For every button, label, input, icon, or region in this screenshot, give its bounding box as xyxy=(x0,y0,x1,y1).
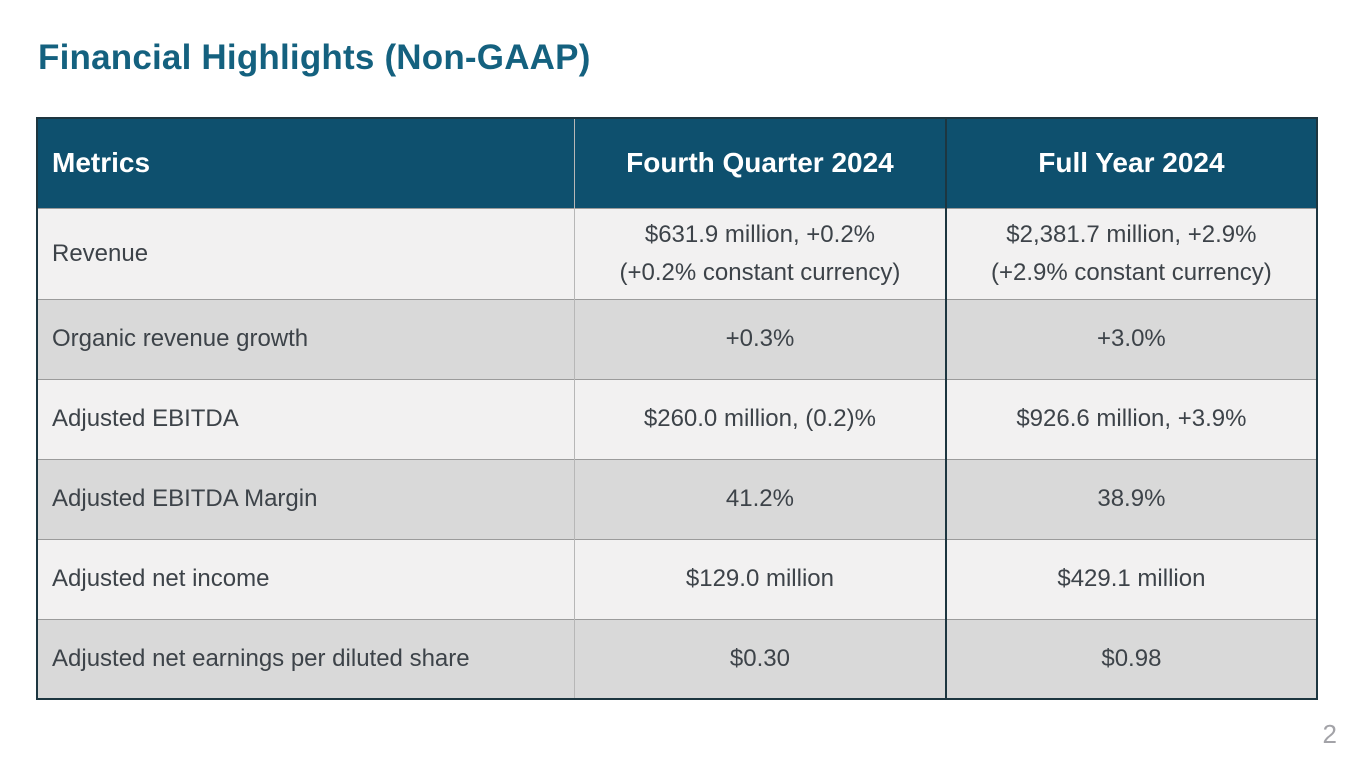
metric-label: Adjusted net earnings per diluted share xyxy=(37,618,575,699)
fy-value: $429.1 million xyxy=(944,538,1317,619)
fy-value-line2: (+2.9% constant currency) xyxy=(990,258,1272,286)
fy-value: 38.9% xyxy=(944,458,1317,539)
metric-label: Adjusted net income xyxy=(37,538,575,619)
table-row-adjusted-net-eps: Adjusted net earnings per diluted share … xyxy=(37,618,1317,699)
fy-value: $926.6 million, +3.9% xyxy=(944,378,1317,459)
metric-label: Adjusted EBITDA Margin xyxy=(37,458,575,539)
q4-value: $260.0 million, (0.2)% xyxy=(574,378,946,459)
financial-highlights-table: Metrics Fourth Quarter 2024 Full Year 20… xyxy=(36,117,1318,700)
fy-value: $2,381.7 million, +2.9% (+2.9% constant … xyxy=(944,207,1317,299)
q4-value: $129.0 million xyxy=(574,538,946,619)
q4-value-line1: $631.9 million, +0.2% xyxy=(644,220,876,248)
column-header-q4-2024: Fourth Quarter 2024 xyxy=(574,118,946,208)
q4-value: +0.3% xyxy=(574,298,946,379)
metric-label: Organic revenue growth xyxy=(37,298,575,379)
table-row-adjusted-net-income: Adjusted net income $129.0 million $429.… xyxy=(37,538,1317,619)
q4-value-line2: (+0.2% constant currency) xyxy=(619,258,901,286)
q4-value: 41.2% xyxy=(574,458,946,539)
table-row-adjusted-ebitda-margin: Adjusted EBITDA Margin 41.2% 38.9% xyxy=(37,458,1317,539)
table-row-adjusted-ebitda: Adjusted EBITDA $260.0 million, (0.2)% $… xyxy=(37,378,1317,459)
page-title: Financial Highlights (Non-GAAP) xyxy=(38,38,591,77)
table-row-organic-revenue-growth: Organic revenue growth +0.3% +3.0% xyxy=(37,298,1317,379)
page-number: 2 xyxy=(1322,719,1337,749)
column-header-metrics: Metrics xyxy=(37,118,575,208)
fy-value: $0.98 xyxy=(944,618,1317,699)
metric-label: Adjusted EBITDA xyxy=(37,378,575,459)
q4-value: $0.30 xyxy=(574,618,946,699)
fy-value: +3.0% xyxy=(944,298,1317,379)
q4-value: $631.9 million, +0.2% (+0.2% constant cu… xyxy=(574,207,946,299)
table-header-row: Metrics Fourth Quarter 2024 Full Year 20… xyxy=(37,118,1317,208)
column-header-full-year-2024: Full Year 2024 xyxy=(944,118,1317,208)
fy-value-line1: $2,381.7 million, +2.9% xyxy=(1006,220,1257,248)
metric-label: Revenue xyxy=(37,207,575,299)
table-row-revenue: Revenue $631.9 million, +0.2% (+0.2% con… xyxy=(37,207,1317,299)
